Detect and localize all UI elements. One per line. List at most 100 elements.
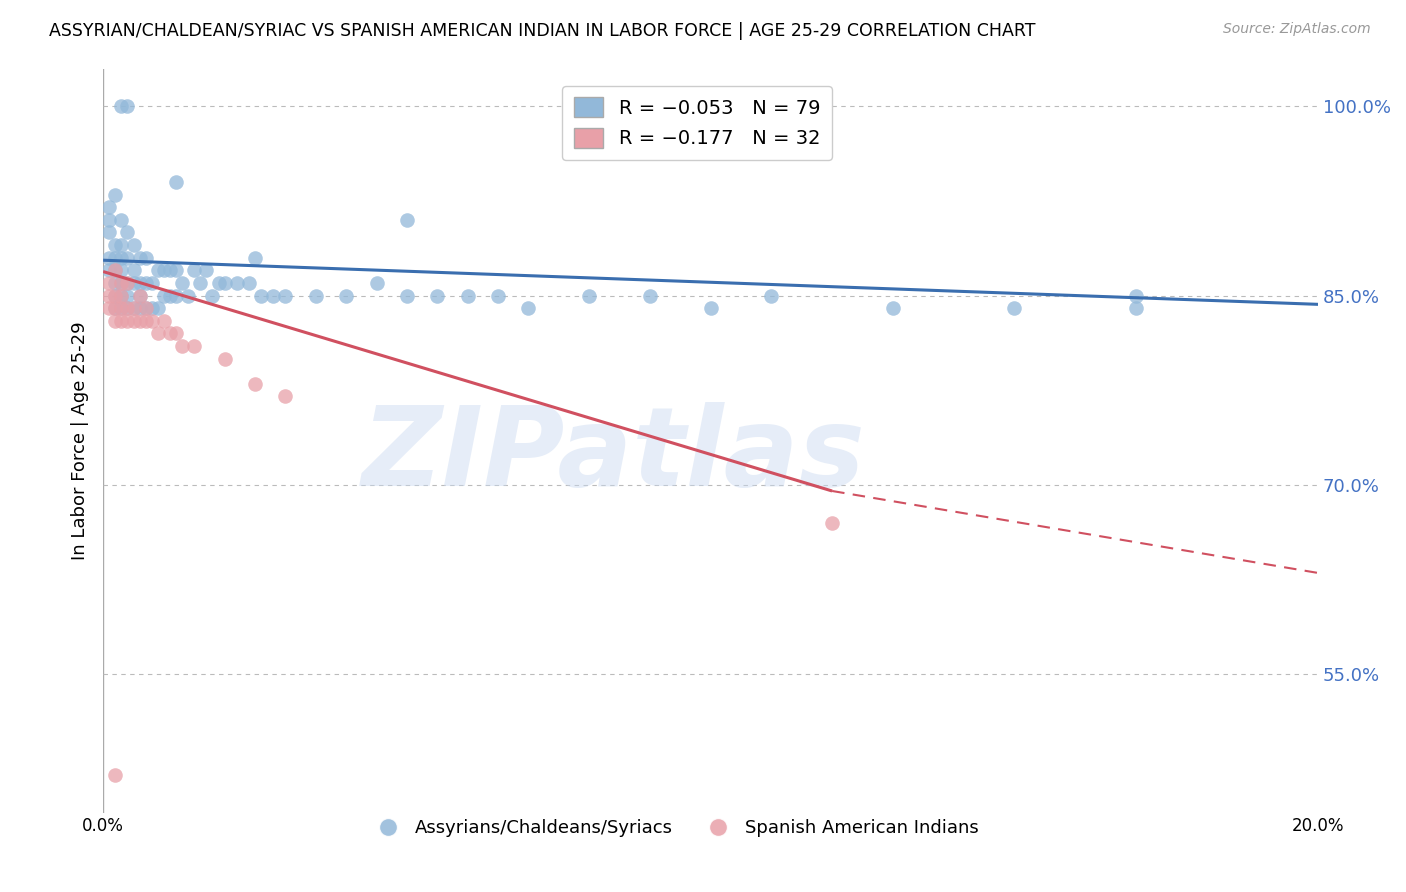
Point (122, 238, 145, 252)
Point (98, 212, 121, 227)
Point (104, 301, 127, 315)
Point (146, 326, 169, 341)
Point (243, 376, 266, 391)
Point (1125, 301, 1147, 315)
Point (159, 288, 181, 302)
Point (122, 276, 145, 290)
Point (250, 288, 273, 302)
Y-axis label: In Labor Force | Age 25-29: In Labor Force | Age 25-29 (72, 321, 89, 560)
Point (104, 251, 127, 265)
Point (110, 238, 132, 252)
Point (98, 200, 121, 214)
Point (486, 288, 509, 302)
Point (172, 339, 194, 353)
Point (104, 288, 127, 302)
Point (183, 339, 205, 353)
Point (104, 314, 127, 328)
Point (110, 288, 132, 302)
Point (1125, 288, 1147, 302)
Point (821, 516, 844, 530)
Point (159, 263, 181, 277)
Point (104, 263, 127, 277)
Point (517, 301, 540, 315)
Point (98, 263, 121, 277)
Point (110, 212, 132, 227)
Point (141, 314, 163, 328)
Point (141, 301, 163, 315)
Point (117, 276, 139, 290)
Point (98, 288, 121, 302)
Point (128, 251, 150, 265)
Point (117, 251, 139, 265)
Point (110, 276, 132, 290)
Point (110, 301, 132, 315)
Point (122, 314, 145, 328)
Text: ASSYRIAN/CHALDEAN/SYRIAC VS SPANISH AMERICAN INDIAN IN LABOR FORCE | AGE 25-29 C: ASSYRIAN/CHALDEAN/SYRIAC VS SPANISH AMER… (49, 22, 1036, 40)
Point (395, 212, 418, 227)
Point (135, 314, 157, 328)
Point (638, 288, 661, 302)
Point (238, 276, 260, 290)
Point (426, 288, 449, 302)
Point (188, 276, 211, 290)
Point (135, 276, 157, 290)
Point (128, 288, 150, 302)
Point (153, 314, 176, 328)
Point (117, 288, 139, 302)
Point (104, 263, 127, 277)
Legend: Assyrians/Chaldeans/Syriacs, Spanish American Indians: Assyrians/Chaldeans/Syriacs, Spanish Ame… (363, 812, 986, 845)
Point (98, 276, 121, 290)
Point (183, 263, 205, 277)
Point (274, 389, 297, 403)
Point (274, 288, 297, 302)
Point (104, 276, 127, 290)
Point (141, 276, 163, 290)
Point (135, 301, 157, 315)
Point (104, 301, 127, 315)
Point (201, 288, 224, 302)
Point (243, 251, 266, 265)
Point (117, 99, 139, 113)
Point (135, 251, 157, 265)
Point (104, 288, 127, 302)
Text: ZIPatlas: ZIPatlas (361, 402, 865, 509)
Point (146, 301, 169, 315)
Point (117, 301, 139, 315)
Point (195, 263, 218, 277)
Point (110, 288, 132, 302)
Point (135, 301, 157, 315)
Point (225, 276, 247, 290)
Point (699, 301, 721, 315)
Point (98, 301, 121, 315)
Point (110, 301, 132, 315)
Point (578, 288, 600, 302)
Point (165, 326, 187, 341)
Point (153, 288, 176, 302)
Point (128, 276, 150, 290)
Point (104, 768, 127, 782)
Point (122, 301, 145, 315)
Point (128, 301, 150, 315)
Point (98, 226, 121, 240)
Point (165, 288, 187, 302)
Point (165, 263, 187, 277)
Point (177, 288, 200, 302)
Point (214, 276, 236, 290)
Point (98, 251, 121, 265)
Point (122, 301, 145, 315)
Point (104, 238, 127, 252)
Point (305, 288, 328, 302)
Point (153, 263, 176, 277)
Point (117, 226, 139, 240)
Point (214, 351, 236, 366)
Point (882, 301, 904, 315)
Point (146, 263, 169, 277)
Point (128, 288, 150, 302)
Point (104, 187, 127, 202)
Point (110, 251, 132, 265)
Point (457, 288, 479, 302)
Point (117, 301, 139, 315)
Point (761, 288, 783, 302)
Point (122, 263, 145, 277)
Point (110, 314, 132, 328)
